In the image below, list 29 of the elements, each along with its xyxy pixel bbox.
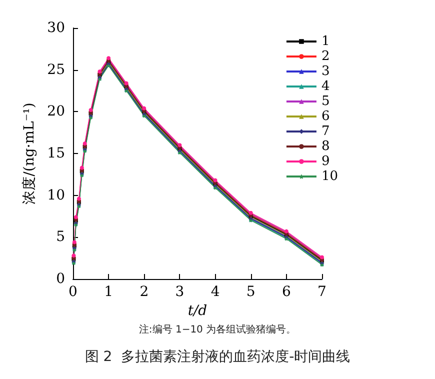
x-tick-label: 0 <box>68 284 78 300</box>
y-tick-label: 25 <box>47 62 65 78</box>
x-tick-label: 6 <box>282 284 291 300</box>
y-tick-label: 30 <box>47 20 65 36</box>
y-tick-label: 0 <box>56 271 65 287</box>
x-tick-label: 7 <box>318 284 326 300</box>
legend-label: 3 <box>321 64 330 79</box>
caption: 图 2 多拉菌素注射液的血药浓度-时间曲线 <box>84 349 350 365</box>
legend-label: 9 <box>321 154 330 169</box>
legend-label: 4 <box>321 79 330 94</box>
text: 注:编号 1−10 为各组试验猪编号。 <box>138 324 296 336</box>
x-tick-label: 3 <box>175 284 184 300</box>
x-tick-label: 5 <box>246 284 256 300</box>
y-tick-label: 5 <box>56 229 65 246</box>
y-tick-label: 10 <box>47 187 65 204</box>
y-tick-label: 15 <box>47 146 65 162</box>
x-tick-label: 1 <box>104 284 114 300</box>
legend-label: 7 <box>321 124 330 139</box>
legend-label: 6 <box>321 109 330 124</box>
legend-label: 1 <box>321 34 330 49</box>
legend-label: 10 <box>321 169 338 184</box>
x-tick-label: 2 <box>140 284 149 300</box>
y-axis-title: 浓度/(ng·mL⁻¹) <box>21 102 38 204</box>
legend-label: 5 <box>321 94 330 109</box>
legend-label: 2 <box>321 49 330 64</box>
x-axis-title: t/d <box>188 302 208 319</box>
x-tick-label: 4 <box>210 284 220 300</box>
y-tick-label: 20 <box>47 104 65 120</box>
legend-label: 8 <box>321 139 330 154</box>
